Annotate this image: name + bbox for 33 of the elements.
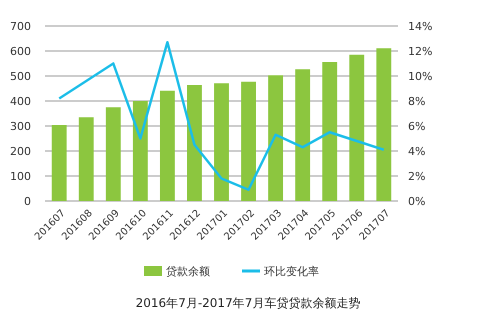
bar (160, 90, 175, 201)
y-tick-label: 200 (10, 144, 31, 158)
y-tick-label: 300 (10, 120, 31, 133)
y-tick-label: 500 (10, 70, 31, 83)
legend-label: 贷款余额 (166, 264, 210, 278)
y2-tick-label: 12% (408, 44, 432, 58)
bar (78, 117, 94, 201)
y-tick-label: 600 (10, 44, 31, 58)
bar (376, 48, 392, 201)
bar (132, 101, 148, 201)
y-tick-label: 0 (24, 194, 31, 208)
y2-tick-label: 2% (408, 170, 426, 183)
y2-tick-label: 8% (408, 94, 426, 108)
y2-tick-label: 4% (408, 144, 426, 158)
bar (268, 75, 284, 201)
legend-label: 环比变化率 (264, 264, 319, 278)
y-tick-label: 400 (10, 94, 31, 108)
y-tick-label: 100 (10, 170, 31, 183)
line-series (58, 41, 386, 191)
bar (187, 85, 202, 201)
bar (52, 125, 67, 201)
y-tick-label: 700 (10, 20, 31, 33)
y2-tick-label: 10% (408, 70, 432, 83)
text: 2016年7月-2017年7月车贷贷款余额走势 (136, 296, 360, 310)
bar (322, 62, 338, 201)
bar (295, 69, 310, 201)
bar (106, 107, 121, 201)
bar (241, 82, 256, 201)
y2-tick-label: 6% (408, 120, 426, 133)
y2-tick-label: 14% (408, 20, 432, 33)
bar (349, 54, 364, 201)
bar (214, 83, 229, 201)
y2-tick-label: 0% (408, 194, 426, 208)
